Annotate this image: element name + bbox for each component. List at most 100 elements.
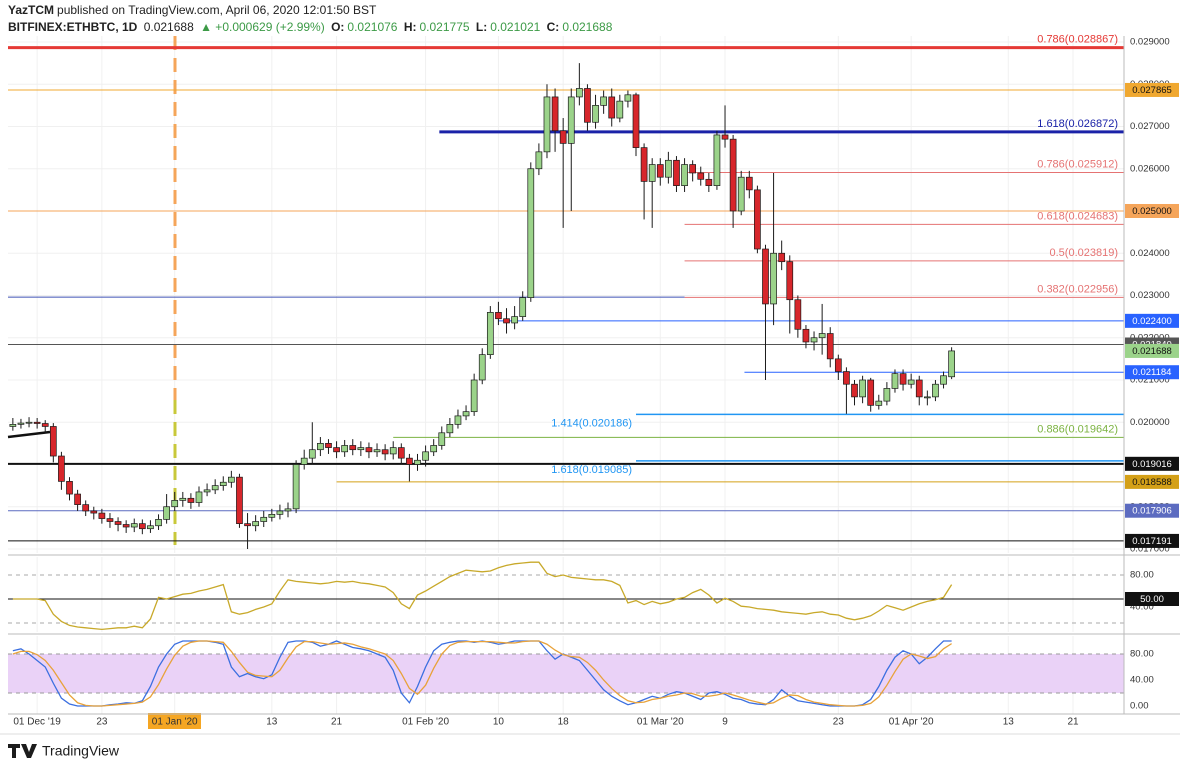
date-highlight — [148, 713, 201, 729]
level-badge-box — [1125, 474, 1179, 489]
candle-body — [58, 455, 65, 482]
candle-body — [406, 457, 413, 465]
candle-body — [519, 297, 527, 317]
candle-body — [915, 379, 923, 398]
level-badge-box — [1125, 456, 1179, 471]
candle-body — [114, 521, 122, 525]
candle-body — [211, 485, 219, 491]
y-tick-label: 40.00 — [1130, 602, 1154, 613]
logo-icon — [8, 744, 37, 758]
level-badge: 0.017191 — [1132, 536, 1172, 547]
ohlc-key: L: — [475, 20, 488, 34]
ohlc-value: 0.021775 — [419, 20, 470, 34]
candle-body — [851, 383, 858, 398]
candle-body — [268, 513, 276, 518]
level-badge: 50.00 — [1140, 594, 1164, 605]
candle-body — [656, 164, 664, 178]
candle-body — [66, 481, 73, 495]
level-badge-box — [1125, 82, 1179, 97]
y-tick-label: 0.023000 — [1130, 290, 1170, 301]
candle-body — [592, 105, 599, 123]
candle-body — [948, 350, 955, 378]
candle-body — [422, 451, 429, 461]
candle-body — [721, 134, 729, 140]
candle-body — [276, 510, 284, 515]
y-tick-label: 0.021000 — [1130, 375, 1170, 386]
candle-body — [697, 172, 705, 180]
candle-body — [163, 506, 170, 520]
candle-body — [341, 445, 349, 453]
candle-body — [673, 159, 680, 186]
candle-body — [219, 481, 227, 486]
candle-body — [826, 333, 834, 360]
candle-body — [681, 164, 688, 186]
candle-body — [333, 447, 340, 453]
candle-body — [33, 421, 41, 424]
candle-body — [632, 94, 640, 148]
candle-body — [438, 432, 446, 446]
x-tick-label: 01 Jan '20 — [152, 717, 198, 728]
candle-body — [82, 504, 90, 512]
candle-body — [25, 421, 33, 424]
y-tick-label: 0.024000 — [1130, 248, 1170, 259]
candle-body — [389, 447, 397, 455]
candle-body — [147, 525, 154, 530]
last-price-badge: 0.021688 — [1132, 346, 1172, 357]
candle-body — [899, 373, 907, 385]
candle-body — [543, 96, 551, 153]
candle-body — [98, 512, 106, 519]
candle-body — [689, 164, 697, 174]
level-badge: 0.019016 — [1132, 459, 1172, 470]
ohlc-key: O: — [331, 20, 345, 34]
candle-body — [818, 333, 826, 339]
x-tick-label: 9 — [722, 717, 728, 728]
y-tick-label: 0.029000 — [1130, 37, 1170, 48]
candle-body — [616, 100, 624, 119]
candle-body — [236, 476, 243, 524]
level-badge: 0.025000 — [1132, 206, 1172, 217]
candle-body — [357, 447, 365, 451]
candle-body — [260, 516, 268, 522]
y-tick-label: 0.026000 — [1130, 163, 1170, 174]
header-line: YazTCM published on TradingView.com, Apri… — [8, 3, 379, 17]
candle-body — [834, 358, 842, 372]
candle-body — [486, 312, 494, 355]
level-badge: 0.022400 — [1132, 316, 1172, 327]
candle-body — [300, 457, 308, 465]
indicator-line — [12, 561, 953, 631]
candle-body — [576, 88, 583, 98]
footer-logo: TradingView — [8, 743, 120, 759]
x-tick-label: 10 — [493, 717, 505, 728]
x-tick-label: 13 — [1003, 717, 1015, 728]
level-label: 0.618(0.024683) — [1037, 210, 1118, 222]
candle-body — [883, 388, 891, 402]
y-tick-label: 80.00 — [1130, 570, 1154, 581]
candle-body — [179, 497, 187, 501]
candle-body — [907, 379, 915, 385]
candle-body — [737, 176, 745, 212]
candle-body — [462, 411, 470, 417]
y-tick-label: 80.00 — [1130, 649, 1154, 660]
level-badge: 0.021184 — [1133, 367, 1172, 378]
candle-body — [770, 252, 777, 305]
candle-body — [381, 449, 389, 455]
candle-body — [527, 168, 535, 298]
candle-body — [373, 449, 381, 453]
candle-body — [478, 354, 486, 381]
change: ▲ +0.000629 (+2.99%) — [200, 20, 325, 34]
candle-body — [786, 261, 794, 301]
ohlc-key: C: — [546, 20, 560, 34]
candle-body — [106, 518, 114, 522]
candle-body — [640, 147, 648, 182]
level-label: 1.414(0.020186) — [551, 417, 632, 429]
candle-body — [470, 379, 478, 413]
level-badge-box — [1125, 533, 1179, 548]
y-tick-label: 0.017000 — [1130, 544, 1170, 555]
candle-body — [9, 424, 17, 427]
candle-body — [17, 422, 25, 425]
y-tick-label: 0.00 — [1130, 701, 1149, 712]
candle-body — [203, 489, 211, 493]
publisher: YazTCM — [8, 3, 55, 17]
